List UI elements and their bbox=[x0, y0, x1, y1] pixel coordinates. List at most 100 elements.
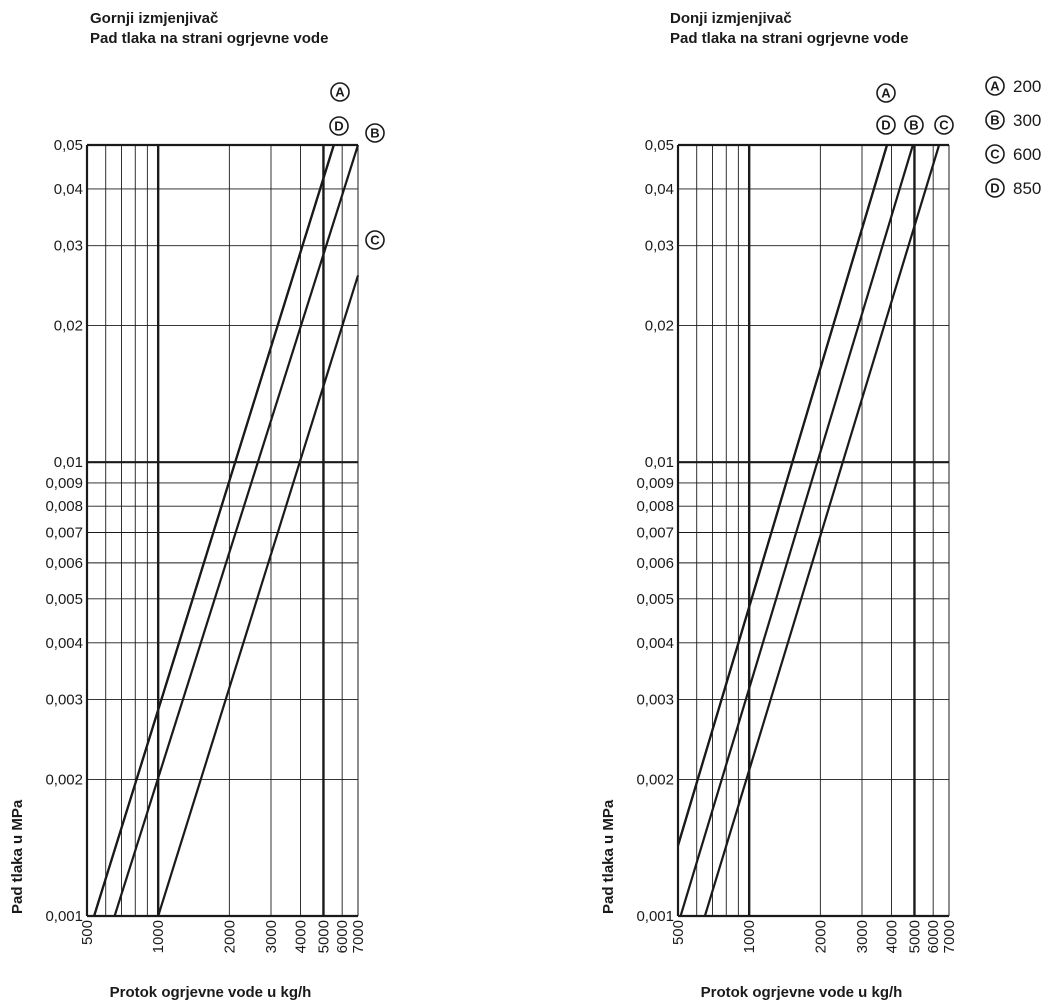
marker-letter: D bbox=[334, 119, 343, 134]
y-tick-label: 0,003 bbox=[45, 691, 83, 708]
marker-letter: A bbox=[881, 86, 891, 101]
series-marker-b: B bbox=[365, 123, 385, 143]
legend-value: 300 bbox=[1013, 111, 1041, 130]
series-line-b bbox=[679, 144, 914, 917]
y-tick-label: 0,009 bbox=[45, 475, 83, 492]
x-axis-label: Protok ogrjevne vode u kg/h bbox=[110, 984, 312, 1001]
x-tick-label: 3000 bbox=[854, 920, 871, 953]
y-tick-label: 0,05 bbox=[54, 137, 83, 154]
marker-letter: C bbox=[370, 233, 380, 248]
y-tick-label: 0,05 bbox=[645, 137, 674, 154]
chart-title: Gornji izmjenjivač bbox=[90, 10, 218, 27]
legend-marker-circle bbox=[985, 76, 1005, 96]
series-marker-a: A bbox=[876, 83, 896, 103]
y-tick-label: 0,007 bbox=[45, 524, 83, 541]
series-marker-d: D bbox=[876, 115, 896, 135]
legend-marker-letter: D bbox=[990, 181, 999, 196]
y-tick-label: 0,02 bbox=[54, 318, 83, 335]
y-tick-label: 0,001 bbox=[636, 908, 674, 925]
chart-subtitle: Pad tlaka na strani ogrjevne vode bbox=[670, 30, 908, 47]
legend-item: B 300 bbox=[985, 110, 1041, 130]
marker-letter: B bbox=[370, 126, 379, 141]
legend-value: 200 bbox=[1013, 77, 1041, 96]
x-tick-label: 1000 bbox=[150, 920, 167, 953]
y-tick-label: 0,006 bbox=[636, 555, 674, 572]
series-marker-d: D bbox=[329, 116, 349, 136]
series-marker-c: C bbox=[934, 115, 954, 135]
y-tick-label: 0,008 bbox=[636, 498, 674, 515]
y-tick-label: 0,02 bbox=[645, 318, 674, 335]
legend-marker-circle bbox=[985, 110, 1005, 130]
x-tick-label: 7000 bbox=[941, 920, 958, 953]
chart-title: Donji izmjenjivač bbox=[670, 10, 792, 27]
x-tick-label: 6000 bbox=[925, 920, 942, 953]
chart-subtitle: Pad tlaka na strani ogrjevne vode bbox=[90, 30, 328, 47]
legend-marker-letter: C bbox=[990, 147, 1000, 162]
marker-circle bbox=[365, 230, 385, 250]
y-tick-label: 0,005 bbox=[45, 591, 83, 608]
x-tick-label: 5000 bbox=[315, 920, 332, 953]
legend-item: D 850 bbox=[985, 178, 1041, 198]
series-line-d bbox=[676, 144, 889, 846]
series-line-d bbox=[93, 144, 335, 917]
legend: A 200 B 300 C 600 D 850 bbox=[985, 76, 1041, 198]
y-tick-label: 0,002 bbox=[636, 771, 674, 788]
legend-value: 850 bbox=[1013, 179, 1041, 198]
marker-letter: B bbox=[909, 118, 918, 133]
y-tick-label: 0,01 bbox=[645, 454, 674, 471]
series-marker-c: C bbox=[365, 230, 385, 250]
series-marker-a: A bbox=[330, 82, 350, 102]
series-line-c bbox=[703, 144, 941, 917]
y-tick-label: 0,01 bbox=[54, 454, 83, 471]
y-tick-label: 0,002 bbox=[45, 771, 83, 788]
legend-item: A 200 bbox=[985, 76, 1041, 96]
y-tick-label: 0,004 bbox=[636, 635, 674, 652]
legend-value: 600 bbox=[1013, 145, 1041, 164]
y-tick-label: 0,007 bbox=[636, 524, 674, 541]
marker-circle bbox=[904, 115, 924, 135]
x-tick-label: 4000 bbox=[884, 920, 901, 953]
x-tick-label: 1000 bbox=[741, 920, 758, 953]
marker-circle bbox=[329, 116, 349, 136]
y-tick-label: 0,001 bbox=[45, 908, 83, 925]
x-tick-label: 5000 bbox=[906, 920, 923, 953]
legend-marker-letter: B bbox=[990, 113, 999, 128]
y-tick-label: 0,03 bbox=[54, 238, 83, 255]
y-tick-label: 0,04 bbox=[54, 181, 83, 198]
y-tick-label: 0,03 bbox=[645, 238, 674, 255]
chart-panel-2: Donji izmjenjivač Pad tlaka na strani ogr… bbox=[600, 10, 958, 1001]
y-tick-label: 0,008 bbox=[45, 498, 83, 515]
y-tick-label: 0,006 bbox=[45, 555, 83, 572]
marker-circle bbox=[330, 82, 350, 102]
legend-marker-circle bbox=[985, 178, 1005, 198]
marker-circle bbox=[365, 123, 385, 143]
y-tick-label: 0,004 bbox=[45, 635, 83, 652]
legend-marker-circle bbox=[985, 144, 1005, 164]
marker-circle bbox=[876, 115, 896, 135]
x-tick-label: 500 bbox=[670, 920, 687, 945]
marker-letter: A bbox=[335, 85, 345, 100]
marker-letter: D bbox=[881, 118, 890, 133]
x-tick-label: 6000 bbox=[334, 920, 351, 953]
marker-letter: C bbox=[939, 118, 949, 133]
chart-panel-1: Gornji izmjenjivač Pad tlaka na strani og… bbox=[9, 10, 385, 1001]
series-marker-b: B bbox=[904, 115, 924, 135]
legend-marker-letter: A bbox=[990, 79, 1000, 94]
y-tick-label: 0,005 bbox=[636, 591, 674, 608]
x-tick-label: 500 bbox=[79, 920, 96, 945]
x-tick-label: 2000 bbox=[812, 920, 829, 953]
series-line-c bbox=[157, 275, 360, 917]
y-axis-label: Pad tlaka u MPa bbox=[600, 799, 617, 914]
y-tick-label: 0,009 bbox=[636, 475, 674, 492]
y-tick-label: 0,04 bbox=[645, 181, 674, 198]
y-axis-label: Pad tlaka u MPa bbox=[9, 799, 26, 914]
legend-item: C 600 bbox=[985, 144, 1041, 164]
x-tick-label: 3000 bbox=[263, 920, 280, 953]
y-tick-label: 0,003 bbox=[636, 691, 674, 708]
x-tick-label: 2000 bbox=[221, 920, 238, 953]
marker-circle bbox=[934, 115, 954, 135]
marker-circle bbox=[876, 83, 896, 103]
x-tick-label: 4000 bbox=[293, 920, 310, 953]
series-line-b bbox=[113, 144, 360, 917]
